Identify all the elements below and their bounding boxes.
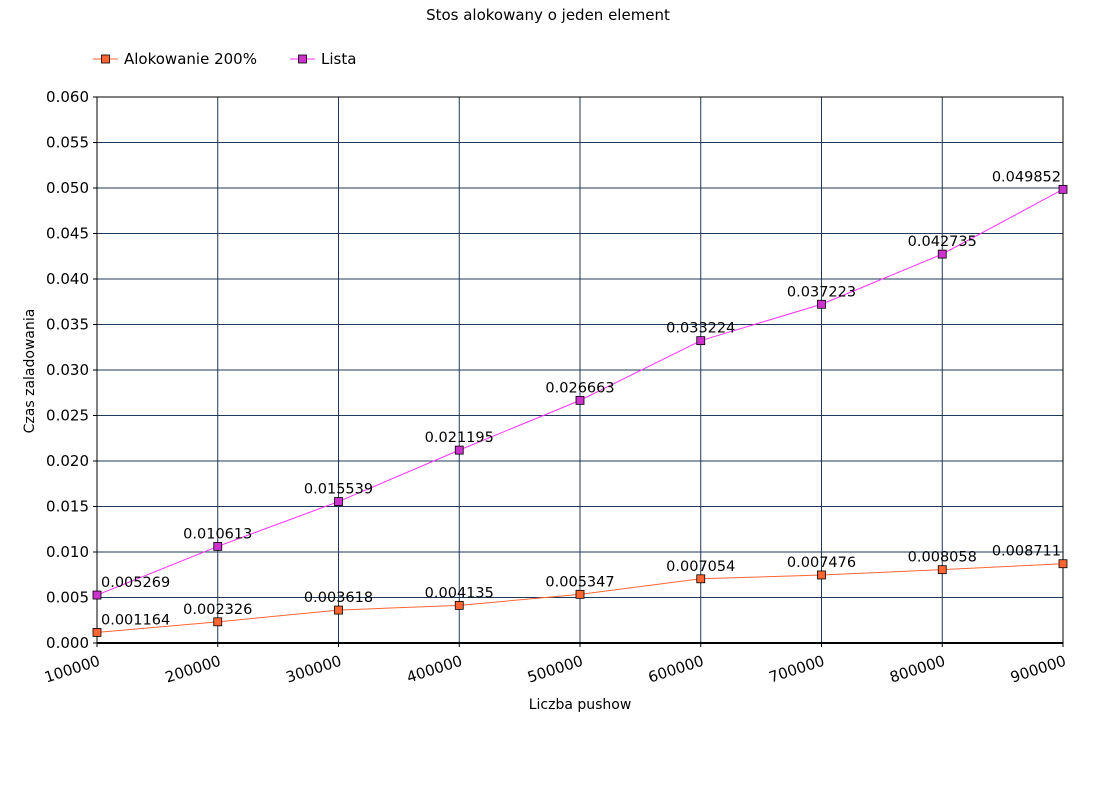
data-label: 0.037223 xyxy=(787,284,856,300)
data-point xyxy=(213,542,223,551)
data-label: 0.026663 xyxy=(545,380,614,396)
y-axis: 0.000 0.005 0.010 0.015 0.020 0.025 0.030 0.035… xyxy=(46,88,97,652)
data-label: 0.021195 xyxy=(425,430,494,446)
data-label: 0.010613 xyxy=(183,526,252,542)
data-point xyxy=(334,605,343,615)
data-point xyxy=(696,336,706,346)
x-tick-label: 500000 xyxy=(525,652,585,687)
data-label: 0.007476 xyxy=(787,555,856,571)
x-axis-title: Liczba pushow xyxy=(529,697,632,713)
data-label: 0.001164 xyxy=(101,612,170,628)
y-tick-label: 0.055 xyxy=(46,134,89,152)
data-point xyxy=(92,590,102,600)
x-tick-label: 200000 xyxy=(163,652,223,687)
x-tick-label: 900000 xyxy=(1008,652,1068,687)
y-tick-label: 0.040 xyxy=(46,270,89,288)
data-point xyxy=(92,628,102,637)
legend-label: Lista xyxy=(321,50,356,68)
x-tick-label: 700000 xyxy=(767,652,827,687)
x-tick-label: 400000 xyxy=(404,652,464,687)
grid xyxy=(96,96,1064,644)
data-point xyxy=(454,445,464,455)
legend: Alokowanie 200% Lista xyxy=(93,50,356,68)
chart-title: Stos alokowany o jeden element xyxy=(426,6,670,24)
y-tick-label: 0.045 xyxy=(46,225,89,243)
data-label: 0.049852 xyxy=(992,169,1061,185)
data-point xyxy=(937,565,947,575)
x-tick-label: 300000 xyxy=(284,652,344,687)
y-axis-title: Czas zaladowania xyxy=(22,309,38,434)
data-label: 0.004135 xyxy=(425,585,494,601)
y-tick-label: 0.050 xyxy=(46,179,89,197)
data-label: 0.042735 xyxy=(908,234,977,250)
y-tick-label: 0.010 xyxy=(46,543,89,561)
y-tick-label: 0.000 xyxy=(46,634,89,652)
x-tick-label: 100000 xyxy=(42,652,102,687)
data-point xyxy=(817,570,826,580)
y-tick-label: 0.030 xyxy=(46,361,89,379)
x-tick-label: 800000 xyxy=(887,652,947,687)
data-point xyxy=(575,589,585,599)
data-point xyxy=(696,574,706,584)
data-point xyxy=(454,600,464,610)
y-tick-label: 0.035 xyxy=(46,316,89,334)
legend-label: Alokowanie 200% xyxy=(124,50,257,68)
data-label: 0.005347 xyxy=(545,574,614,590)
data-labels: 0.001164 0.002326 0.003618 0.004135 0.005347… xyxy=(101,169,1061,628)
data-point xyxy=(937,249,947,259)
data-label: 0.007054 xyxy=(666,559,735,575)
data-point xyxy=(1058,184,1068,194)
data-label: 0.008058 xyxy=(908,550,977,566)
series-layer xyxy=(92,184,1068,637)
y-tick-label: 0.015 xyxy=(46,498,89,516)
data-label: 0.008711 xyxy=(992,544,1061,560)
y-tick-label: 0.005 xyxy=(46,589,89,607)
legend-marker xyxy=(298,54,307,64)
data-point xyxy=(817,299,826,309)
data-point xyxy=(575,395,585,405)
data-label: 0.002326 xyxy=(183,602,252,618)
data-label: 0.015539 xyxy=(304,482,373,498)
data-label: 0.005269 xyxy=(101,575,170,591)
x-axis: 100000 200000 300000 400000 500000 600000 7000… xyxy=(42,643,1068,687)
data-point xyxy=(1058,559,1068,569)
data-point xyxy=(213,617,223,627)
data-point xyxy=(334,497,343,506)
data-label: 0.003618 xyxy=(304,590,373,606)
y-tick-label: 0.060 xyxy=(46,88,89,106)
y-tick-label: 0.020 xyxy=(46,452,89,470)
legend-marker xyxy=(101,54,110,64)
y-tick-label: 0.025 xyxy=(46,407,89,425)
data-label: 0.033224 xyxy=(666,321,735,337)
x-tick-label: 600000 xyxy=(646,652,706,687)
